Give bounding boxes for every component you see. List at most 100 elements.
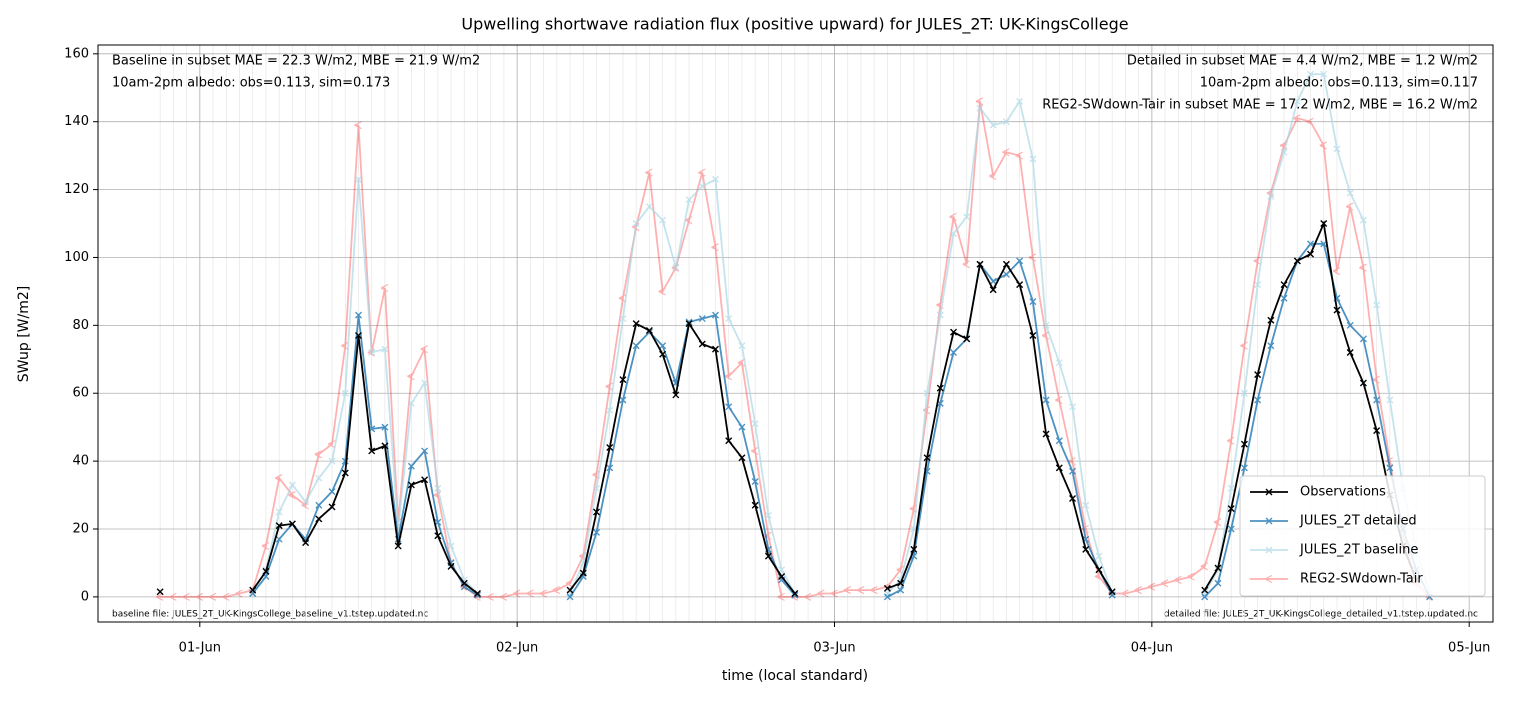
point — [354, 332, 362, 340]
y-tick-label: 140 — [64, 114, 89, 129]
point — [434, 532, 442, 540]
point — [1160, 579, 1169, 588]
point — [1174, 575, 1182, 584]
point — [988, 171, 997, 181]
point — [724, 372, 732, 381]
point — [910, 545, 918, 553]
x-tick-label: 01-Jun — [179, 641, 221, 656]
point — [645, 326, 653, 334]
point — [1095, 552, 1103, 560]
point — [302, 539, 310, 547]
point — [1042, 321, 1050, 329]
point — [407, 462, 415, 470]
point — [473, 589, 481, 597]
point — [1280, 294, 1288, 302]
point — [315, 474, 323, 482]
y-axis-label: SWup [W/m2] — [16, 286, 32, 382]
point — [1016, 257, 1024, 265]
point — [923, 454, 931, 462]
point — [1069, 494, 1077, 502]
point — [315, 515, 323, 523]
point — [328, 488, 336, 496]
point — [1293, 114, 1301, 123]
point — [1346, 321, 1354, 329]
point — [725, 437, 733, 445]
point — [368, 447, 376, 455]
point — [1029, 332, 1037, 340]
point — [632, 220, 640, 228]
x-tick-label: 05-Jun — [1448, 641, 1490, 656]
point — [341, 389, 349, 397]
point — [394, 542, 402, 550]
point — [1240, 389, 1248, 397]
point — [923, 389, 931, 397]
point — [512, 589, 521, 598]
point — [1254, 371, 1262, 379]
point — [1095, 566, 1103, 574]
point — [685, 320, 693, 328]
point — [751, 501, 759, 509]
point — [685, 318, 693, 326]
point — [407, 481, 415, 489]
point — [381, 345, 389, 353]
point — [1029, 298, 1037, 306]
point — [976, 260, 984, 268]
point — [275, 508, 283, 516]
point — [725, 315, 733, 323]
point — [712, 311, 719, 319]
point — [1359, 379, 1367, 387]
point — [1214, 564, 1222, 572]
point — [1373, 427, 1381, 435]
point — [645, 168, 653, 177]
point — [672, 264, 680, 272]
point — [869, 586, 878, 595]
legend-label: JULES_2T detailed — [1299, 514, 1417, 529]
chart-title: Upwelling shortwave radiation flux (posi… — [461, 15, 1128, 35]
point — [1055, 464, 1063, 472]
point — [658, 287, 666, 296]
point — [1293, 257, 1301, 265]
point — [619, 376, 627, 384]
legend-label: Observations — [1300, 485, 1386, 500]
point — [1253, 256, 1261, 265]
point — [950, 349, 958, 357]
point — [685, 196, 693, 204]
point — [354, 175, 362, 183]
line — [251, 242, 1431, 598]
footnote: baseline file: JULES_2T_UK-KingsCollege_… — [112, 610, 428, 620]
point — [936, 384, 944, 392]
point — [328, 503, 336, 511]
point — [606, 464, 614, 472]
point — [1002, 118, 1010, 126]
point — [949, 212, 957, 221]
point — [1055, 395, 1063, 405]
point — [632, 342, 640, 350]
point — [803, 592, 812, 601]
point — [950, 328, 958, 336]
point — [261, 541, 270, 551]
point — [1002, 148, 1010, 157]
point — [262, 567, 270, 575]
point — [606, 406, 614, 414]
point — [1254, 396, 1262, 404]
point — [962, 260, 971, 269]
point — [950, 230, 958, 238]
point — [698, 315, 706, 323]
point — [897, 586, 905, 594]
point — [275, 535, 283, 543]
point — [1016, 97, 1024, 105]
point — [1333, 145, 1341, 153]
point — [420, 345, 428, 354]
point — [275, 522, 283, 530]
point — [659, 342, 667, 350]
point — [1280, 148, 1288, 156]
point — [711, 243, 719, 252]
point — [1333, 306, 1341, 314]
point — [208, 592, 217, 601]
point — [1386, 464, 1394, 472]
point — [1108, 588, 1116, 596]
point — [340, 341, 349, 350]
point — [249, 586, 257, 594]
point — [883, 593, 891, 601]
point — [1015, 151, 1023, 160]
